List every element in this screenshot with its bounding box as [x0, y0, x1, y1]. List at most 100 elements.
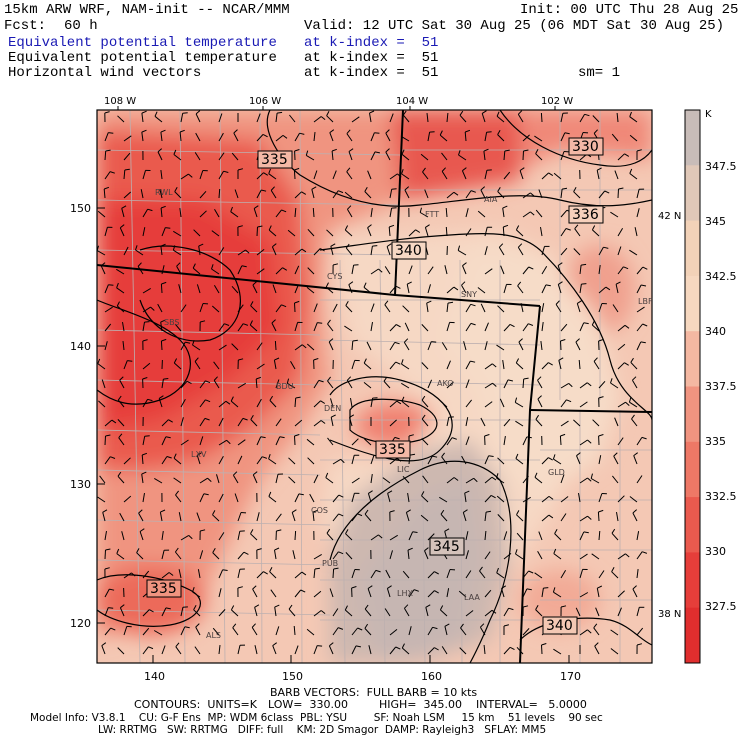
wind-barb — [142, 627, 150, 636]
wind-barb — [325, 286, 334, 294]
wind-barb — [497, 514, 505, 522]
wind-barb-flag — [394, 436, 400, 440]
wind-barb-flag — [587, 629, 592, 634]
wind-barb — [636, 189, 640, 199]
wind-barb — [313, 568, 316, 579]
wind-barb — [632, 512, 638, 522]
wind-barb — [560, 189, 563, 199]
wind-barb-flag — [526, 436, 532, 439]
wind-barb — [421, 362, 429, 370]
wind-barb — [306, 628, 315, 636]
wind-barb — [231, 285, 239, 294]
wind-barb — [173, 230, 182, 237]
wind-barb-flag — [184, 626, 190, 629]
wind-barb-flag — [238, 358, 244, 361]
wind-barb-flag — [330, 243, 336, 247]
wind-barb-flag — [345, 243, 350, 249]
wind-barb — [598, 265, 601, 275]
wind-barb — [218, 417, 224, 427]
wind-barb-flag — [378, 268, 383, 273]
wind-barb — [326, 229, 334, 237]
wind-barb-flag — [294, 434, 300, 437]
wind-barb — [218, 152, 225, 161]
wind-barb — [232, 627, 239, 636]
wind-barb-flag — [268, 168, 271, 174]
wind-barb-flag — [243, 551, 249, 555]
wind-barb — [253, 208, 258, 218]
wind-barb-flag — [141, 129, 147, 133]
wind-barb — [141, 454, 144, 465]
wind-barb — [268, 229, 277, 237]
wind-barb-flag — [598, 396, 604, 399]
wind-barb-flag — [552, 454, 556, 460]
wind-barb — [402, 305, 410, 313]
wind-barb-flag — [457, 245, 461, 251]
wind-barb — [427, 455, 433, 465]
wind-barb-flag — [116, 548, 120, 554]
wind-barb — [351, 265, 355, 275]
wind-barb — [636, 569, 639, 579]
wind-barb-flag — [586, 382, 592, 387]
wind-barb — [294, 397, 297, 408]
wind-barb — [458, 154, 467, 161]
wind-barb — [579, 439, 588, 446]
wind-barb — [520, 303, 524, 313]
wind-barb — [294, 571, 303, 579]
wind-barb-flag — [262, 456, 268, 459]
wind-barb-flag — [272, 243, 277, 248]
y-tick-120: 120 — [70, 617, 91, 630]
wind-barb — [142, 208, 149, 218]
wind-barb — [611, 133, 619, 142]
wind-barb — [194, 646, 201, 655]
station-lic: LIC — [397, 465, 410, 474]
wind-barb-flag — [509, 323, 515, 328]
wind-barb — [617, 266, 624, 275]
wind-barb — [540, 341, 543, 351]
wind-barb-flag — [618, 187, 624, 190]
wind-barb-flag — [642, 551, 648, 554]
wind-barb — [118, 437, 125, 446]
wind-barb — [522, 134, 530, 142]
wind-barb — [426, 113, 429, 123]
wind-barb-flag — [148, 646, 154, 650]
wind-barb-flag — [534, 472, 538, 478]
wind-barb-flag — [587, 439, 592, 444]
wind-barb — [553, 172, 562, 180]
wind-barb — [160, 170, 163, 180]
wind-barb — [367, 170, 372, 180]
wind-barb — [617, 228, 624, 237]
wind-barb — [465, 477, 474, 484]
wind-barb-flag — [497, 187, 501, 192]
wind-barb — [389, 342, 396, 351]
wind-barb-flag — [325, 282, 329, 288]
wind-barb — [273, 360, 277, 370]
wind-barb-flag — [470, 303, 476, 307]
wind-barb-flag — [120, 604, 125, 609]
x-tick-170: 170 — [560, 670, 581, 683]
wind-barb-flag — [465, 129, 471, 133]
wind-barb-flag — [577, 300, 582, 304]
wind-barb — [256, 172, 264, 180]
wind-barb — [636, 341, 642, 351]
wind-barb — [141, 113, 144, 123]
wind-barb — [408, 229, 416, 237]
wind-barb — [327, 323, 334, 332]
wind-barb — [180, 380, 188, 389]
wind-barb-flag — [447, 301, 454, 304]
wind-barb — [332, 568, 335, 579]
wind-barb-flag — [401, 396, 405, 402]
wind-barb-flag — [137, 262, 142, 267]
wind-barb-flag — [195, 110, 201, 115]
wind-barb — [560, 399, 567, 408]
wind-barb — [560, 382, 569, 389]
wind-barb-flag — [530, 192, 535, 197]
wind-barb — [313, 474, 319, 484]
wind-barb — [534, 572, 543, 579]
wind-barb-flag — [311, 186, 317, 190]
wind-barb — [294, 207, 297, 218]
wind-barb — [250, 305, 258, 313]
wind-barb — [123, 360, 128, 370]
wind-barb — [313, 553, 322, 560]
wind-barb-flag — [560, 605, 567, 608]
wind-barb — [484, 341, 488, 351]
